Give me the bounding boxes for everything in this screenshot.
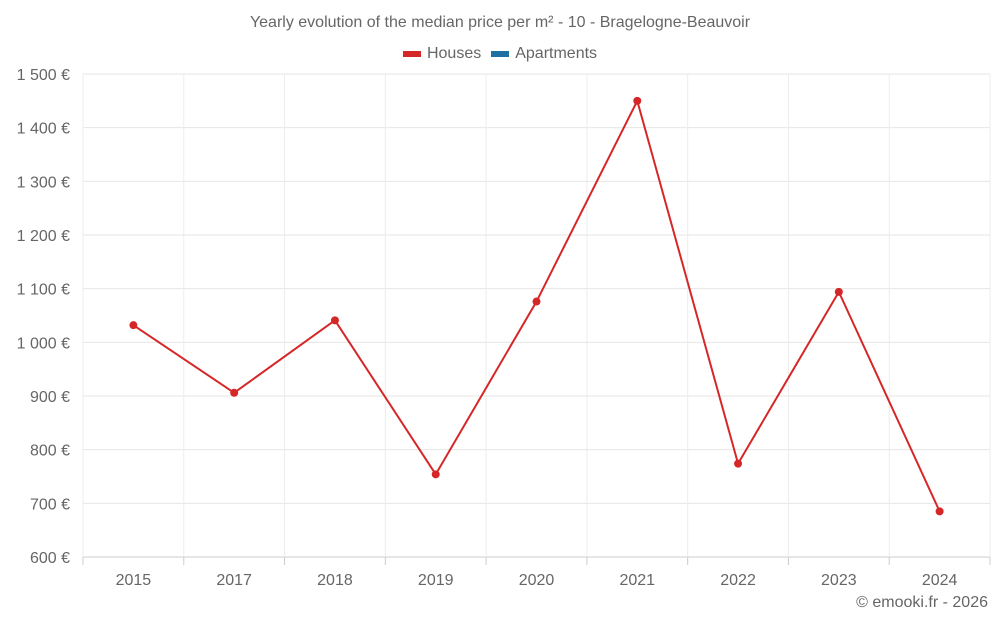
x-tick-label: 2024 bbox=[922, 572, 958, 589]
data-point bbox=[129, 321, 138, 330]
y-tick-label: 1 000 € bbox=[17, 335, 70, 352]
data-point bbox=[633, 96, 642, 105]
x-tick-label: 2018 bbox=[317, 572, 353, 589]
x-tick-label: 2015 bbox=[116, 572, 152, 589]
legend-label-apartments: Apartments bbox=[515, 45, 598, 62]
y-tick-label: 900 € bbox=[30, 389, 70, 406]
y-tick-label: 1 500 € bbox=[17, 67, 70, 84]
x-tick-label: 2017 bbox=[216, 572, 252, 589]
x-tick-label: 2020 bbox=[519, 572, 555, 589]
data-point bbox=[431, 470, 440, 479]
data-point bbox=[230, 388, 239, 397]
y-tick-label: 800 € bbox=[30, 443, 70, 460]
y-tick-label: 1 200 € bbox=[17, 228, 70, 245]
y-tick-label: 1 400 € bbox=[17, 121, 70, 138]
chart-title: Yearly evolution of the median price per… bbox=[249, 14, 751, 31]
legend-swatch-houses bbox=[402, 51, 421, 57]
data-point bbox=[734, 459, 743, 468]
x-tick-label: 2019 bbox=[418, 572, 454, 589]
legend-swatch-apartments bbox=[491, 51, 510, 57]
data-point bbox=[330, 316, 339, 325]
legend-item-apartments[interactable]: Apartments bbox=[491, 45, 597, 63]
data-point bbox=[935, 507, 944, 516]
y-tick-label: 1 300 € bbox=[17, 174, 70, 191]
data-point bbox=[834, 287, 843, 296]
y-tick-label: 700 € bbox=[30, 496, 70, 513]
y-tick-label: 1 100 € bbox=[17, 282, 70, 299]
x-tick-label: 2022 bbox=[720, 572, 756, 589]
legend-item-houses[interactable]: Houses bbox=[402, 45, 482, 63]
x-tick-label: 2021 bbox=[619, 572, 655, 589]
y-tick-label: 600 € bbox=[30, 550, 70, 567]
x-tick-label: 2023 bbox=[821, 572, 857, 589]
legend-label-houses: Houses bbox=[426, 45, 482, 62]
data-point bbox=[532, 297, 541, 306]
copyright-footer: © emooki.fr - 2026 bbox=[856, 594, 988, 611]
legend: Houses Apartments bbox=[0, 45, 1000, 63]
